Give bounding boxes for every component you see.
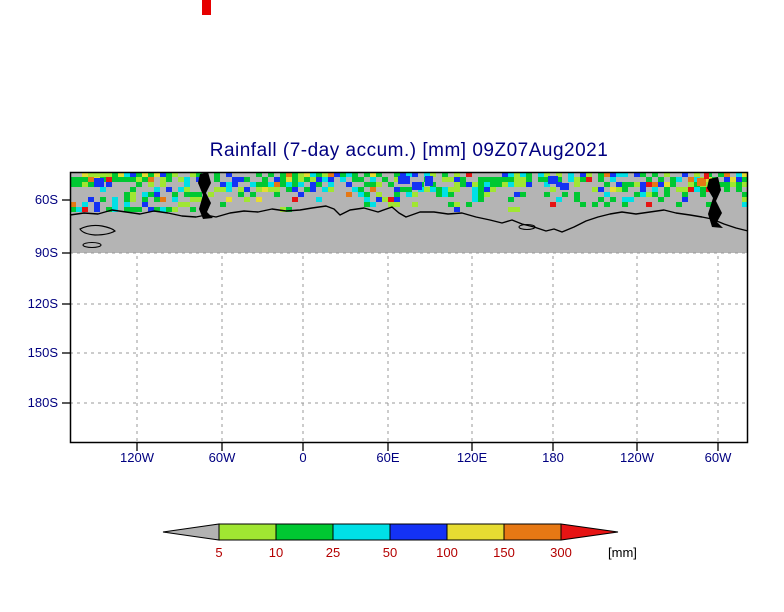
colorbar-left-arrow <box>162 523 220 541</box>
axes-frame <box>62 171 749 451</box>
x-tick-label: 60W <box>705 450 732 465</box>
colorbar-level-label: 10 <box>269 545 283 560</box>
colorbar-segment <box>332 523 391 541</box>
colorbar-level-label: 300 <box>550 545 572 560</box>
colorbar-level-label: 25 <box>326 545 340 560</box>
colorbar-level-label: 100 <box>436 545 458 560</box>
x-axis-labels: 120W 60W 0 60E 120E 180 120W 60W <box>120 450 732 465</box>
y-tick-label: 150S <box>28 345 59 360</box>
y-tick-label: 180S <box>28 395 59 410</box>
top-red-artifact <box>202 0 211 15</box>
rainfall-shading <box>70 172 748 253</box>
chart-title: Rainfall (7-day accum.) [mm] 09Z07Aug202… <box>209 140 609 161</box>
colorbar-segment <box>503 523 562 541</box>
colorbar-segment <box>446 523 505 541</box>
x-tick-label: 60E <box>376 450 399 465</box>
colorbar-level-label: 50 <box>383 545 397 560</box>
x-tick-label: 120W <box>120 450 155 465</box>
x-tick-label: 120E <box>457 450 488 465</box>
y-axis-labels: 60S 90S 120S 150S 180S <box>28 192 59 410</box>
x-tick-label: 0 <box>299 450 306 465</box>
colorbar-units-label: [mm] <box>608 545 637 560</box>
colorbar-segment <box>389 523 448 541</box>
y-tick-label: 120S <box>28 296 59 311</box>
colorbar-segment <box>275 523 334 541</box>
colorbar-level-label: 5 <box>215 545 222 560</box>
x-tick-label: 180 <box>542 450 564 465</box>
x-tick-label: 60W <box>209 450 236 465</box>
x-tick-label: 120W <box>620 450 655 465</box>
colorbar-right-arrow <box>560 523 619 541</box>
horizontal-gridlines <box>70 252 748 404</box>
coastline <box>69 172 749 249</box>
y-tick-label: 60S <box>35 192 58 207</box>
colorbar-segment <box>218 523 277 541</box>
vertical-gridlines <box>136 172 719 443</box>
y-tick-label: 90S <box>35 245 58 260</box>
colorbar-level-label: 150 <box>493 545 515 560</box>
colorbar: 5 10 25 50 100 150 300 [mm] <box>162 523 637 560</box>
